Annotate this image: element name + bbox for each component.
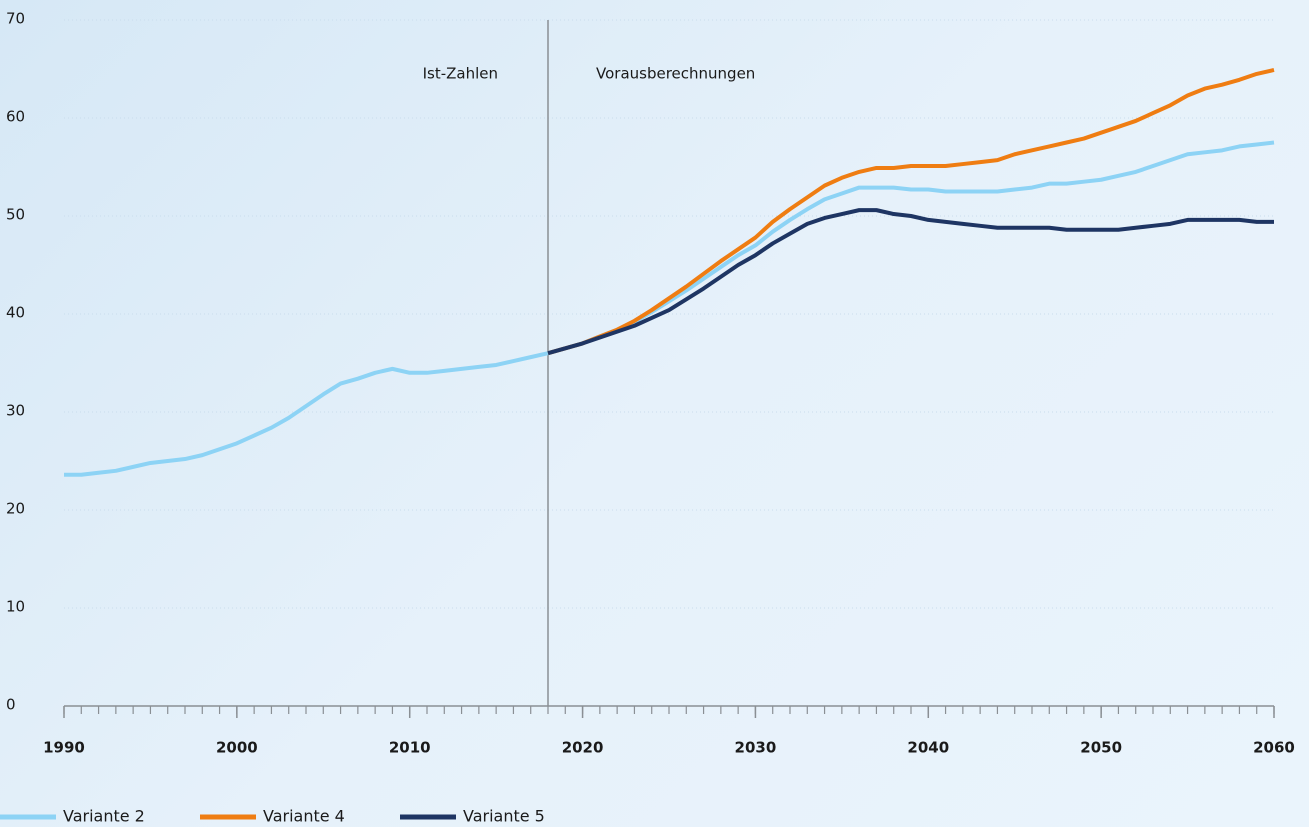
y-tick-label: 70 — [6, 10, 25, 28]
x-tick-label: 2060 — [1253, 739, 1295, 757]
x-tick-label: 2050 — [1080, 739, 1122, 757]
series-line — [547, 208, 1274, 356]
y-tick-label: 30 — [6, 402, 25, 420]
x-tick-label: 1990 — [43, 739, 85, 757]
series-line — [64, 140, 1275, 477]
y-tick-label: 20 — [6, 500, 25, 518]
x-tick-label: 2010 — [389, 739, 431, 757]
y-tick-label: 60 — [6, 108, 25, 126]
x-tick-label: 2040 — [907, 739, 949, 757]
annotation: Ist-Zahlen — [423, 65, 498, 83]
x-tick-label: 2000 — [216, 739, 258, 757]
legend-label: Variante 5 — [463, 807, 545, 826]
legend-label: Variante 2 — [63, 807, 145, 826]
legend-label: Variante 4 — [263, 807, 345, 826]
y-tick-label: 50 — [6, 206, 25, 224]
series-line — [547, 68, 1275, 356]
x-tick-label: 2030 — [735, 739, 777, 757]
y-tick-label: 0 — [6, 696, 16, 714]
x-tick-label: 2020 — [562, 739, 604, 757]
annotation: Vorausberechnungen — [596, 65, 755, 83]
y-tick-label: 40 — [6, 304, 25, 322]
y-tick-label: 10 — [6, 598, 25, 616]
